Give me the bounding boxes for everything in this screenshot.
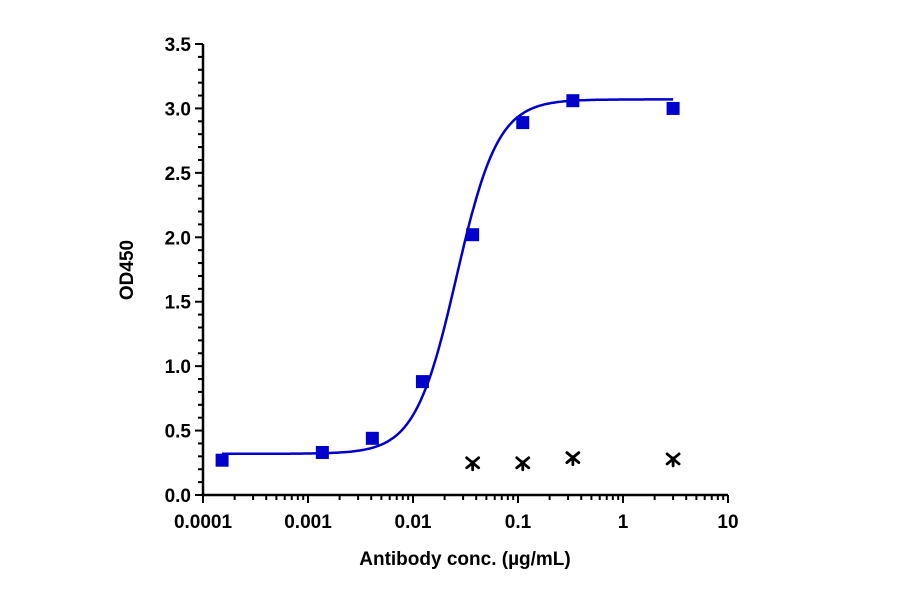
x-tick-label: 0.0001	[174, 512, 233, 533]
data-point-square	[666, 101, 680, 115]
data-point-square	[566, 94, 580, 108]
data-point-square	[215, 453, 229, 467]
x-axis: 0.0001 0.001 0.01 0.1 1 10	[174, 493, 739, 533]
data-point-square	[516, 116, 530, 130]
y-tick-label: 3.5	[165, 35, 192, 56]
y-tick-label: 0.0	[165, 486, 191, 507]
x-tick-label: 0.1	[505, 512, 532, 533]
y-tick-label: 1.0	[165, 357, 191, 378]
y-axis: 0.0 0.5 1.0 1.5 2.0 2.5 3.0 3.5	[165, 35, 205, 507]
y-axis-title: OD450	[117, 240, 138, 300]
data-point-square	[415, 375, 429, 389]
y-tick-label: 2.0	[165, 228, 191, 249]
x-axis-title: Antibody conc. (µg/mL)	[359, 549, 571, 570]
data-point-square	[315, 445, 329, 459]
y-tick-label: 3.0	[165, 99, 191, 120]
data-point-asterisk	[465, 456, 481, 472]
x-tick-label: 10	[717, 512, 738, 533]
y-tick-label: 2.5	[165, 164, 192, 185]
fit-curve	[222, 98, 674, 456]
data-point-asterisk	[515, 456, 531, 472]
y-tick-label: 0.5	[165, 422, 192, 443]
y-tick-label: 1.5	[165, 293, 192, 314]
plot-area	[215, 94, 681, 472]
data-point-square	[466, 228, 480, 242]
x-tick-label: 0.001	[284, 512, 332, 533]
x-tick-label: 0.01	[395, 512, 432, 533]
data-point-asterisk	[665, 452, 681, 468]
x-tick-label: 1	[618, 512, 629, 533]
data-point-asterisk	[565, 451, 581, 467]
data-point-square	[365, 431, 379, 445]
